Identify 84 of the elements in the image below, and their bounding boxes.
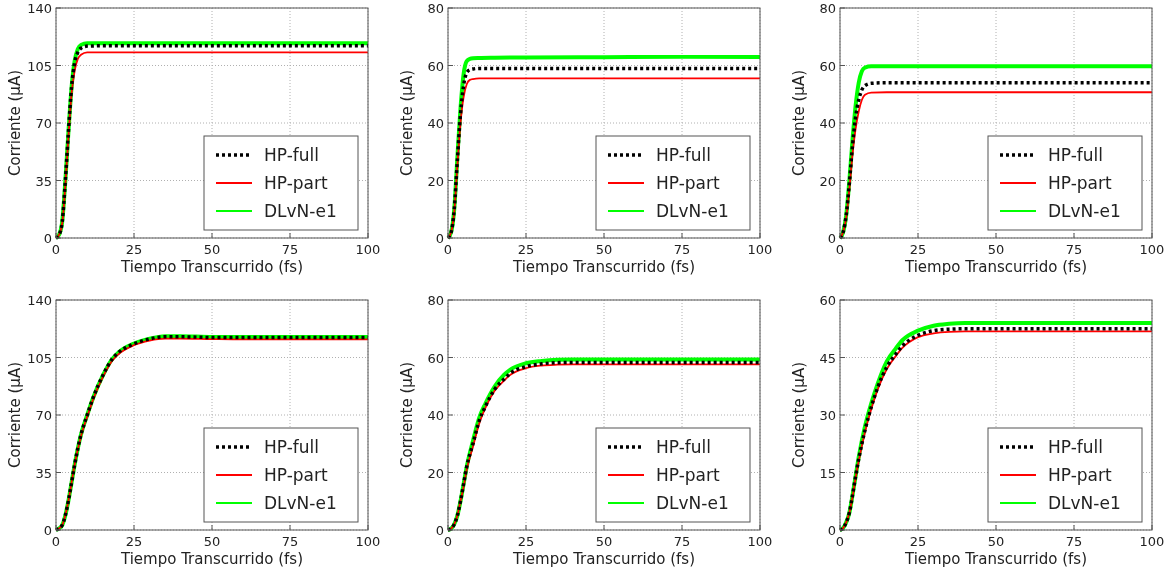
y-axis-title: Corriente (μA) (790, 361, 808, 469)
x-tick-label: 25 (517, 242, 535, 257)
y-tick-label: 45 (819, 350, 836, 366)
y-tick-label: 40 (427, 116, 444, 131)
y-tick-label: 140 (27, 293, 52, 308)
legend-label: HP-part (1048, 173, 1112, 193)
x-tick-label: 75 (1065, 534, 1083, 549)
legend-label: DLvN-e1 (264, 201, 337, 221)
x-axis-title: Tiempo Transcurrido (fs) (511, 550, 696, 568)
legend-label: HP-part (656, 173, 720, 193)
y-tick-label: 40 (819, 116, 836, 131)
x-tick-label: 50 (595, 242, 613, 257)
y-tick-label: 15 (819, 465, 836, 481)
y-tick-label: 0 (827, 523, 836, 538)
y-tick-label: 60 (427, 58, 444, 74)
x-tick-label: 100 (747, 242, 773, 257)
y-tick-label: 105 (27, 58, 52, 74)
y-tick-label: 70 (35, 116, 52, 131)
x-tick-label: 75 (281, 242, 299, 257)
legend-label: HP-part (1048, 465, 1112, 485)
legend-label: HP-full (1048, 437, 1104, 457)
x-tick-label: 50 (203, 534, 221, 549)
y-tick-label: 80 (427, 293, 444, 308)
legend-label: HP-full (656, 145, 712, 165)
x-tick-label: 100 (1139, 242, 1165, 257)
y-tick-label: 0 (827, 231, 836, 246)
legend-label: HP-part (656, 465, 720, 485)
x-tick-label: 50 (203, 242, 221, 257)
x-tick-label: 100 (1139, 534, 1165, 549)
x-tick-label: 100 (355, 534, 381, 549)
y-axis-title: Corriente (μA) (398, 69, 416, 177)
y-tick-label: 140 (27, 1, 52, 16)
y-axis-title: Corriente (μA) (6, 69, 24, 177)
y-axis-title: Corriente (μA) (790, 69, 808, 177)
x-tick-label: 25 (517, 534, 535, 549)
x-tick-label: 75 (673, 534, 691, 549)
x-tick-label: 25 (125, 242, 143, 257)
x-axis-title: Tiempo Transcurrido (fs) (903, 258, 1088, 276)
x-tick-label: 25 (125, 534, 143, 549)
x-tick-label: 100 (747, 534, 773, 549)
legend-label: HP-full (656, 437, 712, 457)
y-tick-label: 80 (819, 1, 836, 16)
x-axis-title: Tiempo Transcurrido (fs) (511, 258, 696, 276)
y-axis-title: Corriente (μA) (6, 361, 24, 469)
x-tick-label: 75 (1065, 242, 1083, 257)
y-tick-label: 60 (427, 350, 444, 366)
y-tick-label: 60 (819, 293, 836, 308)
y-tick-label: 105 (27, 350, 52, 366)
y-tick-label: 80 (427, 1, 444, 16)
y-tick-label: 0 (43, 523, 52, 538)
y-tick-label: 0 (435, 523, 444, 538)
y-tick-label: 0 (435, 231, 444, 246)
y-axis-title: Corriente (μA) (398, 361, 416, 469)
x-tick-label: 25 (909, 242, 927, 257)
x-tick-label: 100 (355, 242, 381, 257)
y-tick-label: 35 (35, 465, 52, 481)
x-tick-label: 75 (673, 242, 691, 257)
legend-label: HP-full (1048, 145, 1104, 165)
y-tick-label: 20 (427, 465, 444, 481)
legend-label: HP-part (264, 465, 328, 485)
y-tick-label: 40 (427, 408, 444, 423)
x-tick-label: 25 (909, 534, 927, 549)
x-tick-label: 50 (987, 242, 1005, 257)
legend-label: DLvN-e1 (264, 493, 337, 513)
x-tick-label: 75 (281, 534, 299, 549)
legend-label: HP-part (264, 173, 328, 193)
x-axis-title: Tiempo Transcurrido (fs) (119, 550, 304, 568)
x-tick-label: 50 (987, 534, 1005, 549)
y-tick-label: 60 (819, 58, 836, 74)
x-axis-title: Tiempo Transcurrido (fs) (119, 258, 304, 276)
y-tick-label: 30 (819, 408, 836, 423)
y-tick-label: 20 (427, 173, 444, 189)
legend-label: DLvN-e1 (656, 493, 729, 513)
x-axis-title: Tiempo Transcurrido (fs) (903, 550, 1088, 568)
legend-label: DLvN-e1 (1048, 493, 1121, 513)
y-tick-label: 70 (35, 408, 52, 423)
x-tick-label: 50 (595, 534, 613, 549)
legend-label: DLvN-e1 (656, 201, 729, 221)
y-tick-label: 0 (43, 231, 52, 246)
y-tick-label: 35 (35, 173, 52, 189)
legend-label: DLvN-e1 (1048, 201, 1121, 221)
y-tick-label: 20 (819, 173, 836, 189)
legend-label: HP-full (264, 145, 320, 165)
legend-label: HP-full (264, 437, 320, 457)
